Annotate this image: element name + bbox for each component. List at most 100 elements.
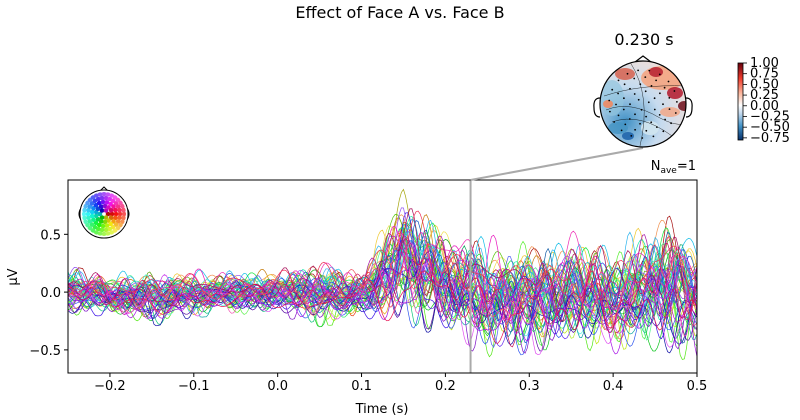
y-axis-label: µV	[6, 268, 21, 285]
sensor-dot	[98, 204, 104, 209]
sensor-dot	[95, 206, 101, 211]
topomap-sensor	[653, 108, 656, 111]
channel-trace	[68, 226, 697, 322]
sensor-dot	[93, 220, 99, 226]
sensor-dot	[96, 226, 101, 232]
sensor-dot	[97, 231, 103, 236]
topomap-sensor	[662, 130, 665, 133]
sensor-dot	[115, 204, 121, 209]
channel-traces	[68, 188, 697, 360]
channel-trace	[68, 243, 697, 326]
sensor-dot	[103, 215, 109, 220]
head-ear-left	[593, 97, 601, 118]
chart-title: Effect of Face A vs. Face B	[295, 3, 504, 22]
sensor-dot	[99, 227, 105, 233]
topomap-sensor	[659, 92, 661, 95]
topomap-sensor	[633, 77, 636, 80]
sensor-dot	[109, 211, 115, 217]
topomap-sensor	[626, 72, 629, 75]
topomap-sensor	[633, 93, 636, 95]
colorbar-ticks: 1.000.750.500.250.00−0.25−0.50−0.75	[743, 56, 790, 146]
channel-trace	[68, 250, 697, 345]
topomap-sensor	[648, 69, 651, 72]
x-tick-label: 0.5	[687, 379, 708, 394]
y-tick-label: 0.5	[40, 228, 61, 243]
topomap-sensor	[629, 87, 631, 90]
x-tick-label: −0.2	[94, 379, 126, 394]
topomap-sensor	[662, 103, 664, 106]
topomap-sensor	[639, 122, 641, 125]
y-ticks: −0.5 0.0 0.5	[29, 228, 68, 359]
sensor-dot	[94, 230, 99, 235]
topomap-sensor	[647, 101, 650, 104]
colorbar-tick-label: 1.00	[750, 56, 779, 71]
topomap-sensor	[667, 80, 670, 83]
topomap-sensor	[629, 103, 631, 106]
sensor-dot	[86, 207, 91, 213]
topomap-sensor	[622, 108, 625, 111]
sensor-dot	[118, 200, 123, 206]
sensor-dot	[89, 213, 95, 219]
topomap-sensor	[650, 85, 653, 87]
sensor-dot	[109, 193, 114, 198]
head-outline	[599, 60, 687, 148]
sensor-dot	[102, 219, 108, 225]
topomap-sensor	[617, 92, 619, 95]
x-tick-label: 0.4	[603, 379, 624, 394]
axes-frame	[67, 179, 698, 374]
topomap-sensor	[637, 69, 639, 72]
topomap-sensor	[640, 108, 643, 111]
sensor-dot	[113, 207, 118, 213]
colorbar-tick-label: 0.75	[750, 67, 779, 82]
topomap-sensor	[668, 108, 671, 110]
sensor-dot	[117, 211, 123, 217]
topomap-sensor	[645, 115, 647, 118]
topomap-sensor	[624, 123, 627, 126]
topomap-sensor	[639, 83, 642, 86]
topomap-sensor	[656, 126, 658, 128]
channel-trace	[68, 250, 697, 360]
x-tick-label: −0.1	[178, 379, 210, 394]
sensor-color-dots	[82, 192, 126, 236]
sensor-dot	[99, 195, 105, 201]
topomap-sensor	[658, 114, 661, 116]
sensor-dot	[108, 221, 113, 227]
topomap-sensor	[628, 118, 631, 120]
sensor-dot	[91, 217, 96, 222]
channel-trace	[68, 237, 697, 348]
sensor-dot	[87, 219, 93, 224]
sensor-dot	[100, 223, 106, 229]
sensor-dot	[103, 227, 109, 233]
channel-trace	[68, 208, 697, 315]
sensor-dot	[106, 218, 111, 223]
sensor-dot	[82, 207, 87, 213]
topomap-sensor	[664, 118, 666, 121]
topomap-sensor	[634, 113, 636, 116]
topomap-sensor	[609, 110, 611, 113]
topomap-sensor	[611, 88, 614, 91]
topomap-sensor	[630, 135, 633, 137]
topomap-sensor	[663, 86, 666, 89]
sensor-dot	[104, 223, 110, 228]
sensor-dot	[101, 192, 107, 197]
topomap-sensor	[608, 99, 611, 102]
sensor-dot	[95, 217, 101, 222]
y-tick-label: −0.5	[29, 344, 61, 359]
head-nose	[634, 55, 652, 63]
channel-trace	[68, 233, 697, 337]
sensor-dot	[105, 211, 111, 217]
topomap-title: 0.230 s	[614, 30, 673, 49]
topomap-sensor	[644, 76, 647, 78]
sensor-dot	[111, 204, 116, 209]
topomap-sensor	[676, 101, 678, 103]
topomap-sensor	[623, 83, 626, 86]
channel-trace	[68, 251, 697, 357]
sensor-dot	[100, 199, 106, 205]
channel-trace	[68, 235, 697, 330]
channel-trace	[68, 258, 697, 354]
x-tick-label: 0.0	[267, 379, 288, 394]
sensor-dot	[93, 209, 99, 215]
topomap-sensor	[652, 135, 655, 138]
sensor-dot	[113, 215, 118, 221]
sensor-dot	[93, 202, 99, 208]
